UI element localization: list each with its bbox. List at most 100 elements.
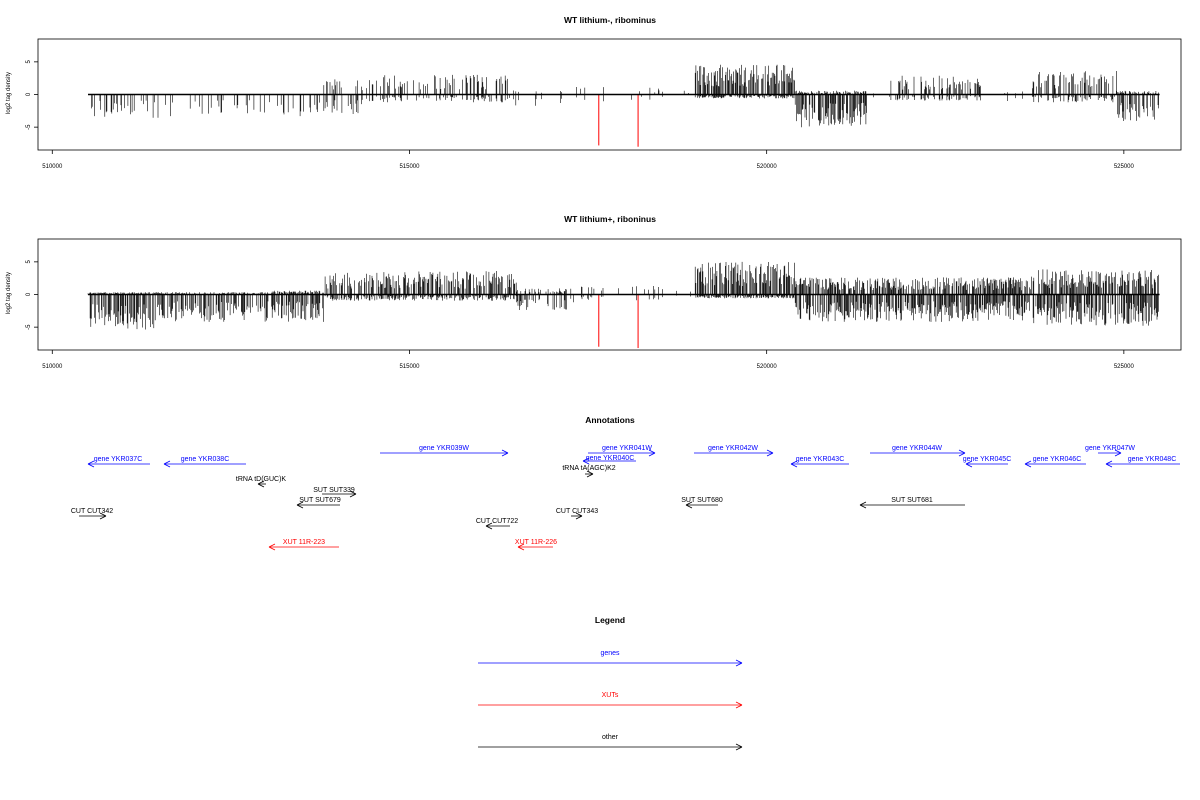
arrow-head [485,525,493,530]
y-axis-label-1: log2 tag density [6,72,12,114]
arrow-head [1114,449,1122,454]
feature-label: gene YKR043C [796,456,845,463]
track-title-2: WT lithium+, riboninus [564,214,656,224]
annotation-feature: gene YKR039W [380,445,509,457]
arrow-head [87,463,95,468]
y-tick-label: 5 [26,260,32,264]
track-panel-1: WT lithium-, ribominus log2 tag density … [6,15,1182,170]
x-tick-label: 520000 [757,364,778,370]
feature-label: gene YKR048C [1128,456,1177,463]
annotations-title: Annotations [585,415,635,425]
arrow-head [582,460,590,465]
annotation-feature: SUT SUT679 [296,497,341,509]
arrow-head [268,543,276,548]
arrow-head [296,501,304,506]
legend-section: Legend genes XUTs other [478,615,743,751]
annotation-feature: gene YKR037C [87,456,150,468]
feature-label: SUT SUT680 [681,497,723,504]
legend-label: other [602,734,619,741]
annotation-feature: gene YKR040C [582,455,636,465]
arrow-head [735,704,743,709]
arrow-head [735,746,743,751]
feature-label: CUT CUT342 [71,508,113,515]
annotation-feature: SUT SUT680 [681,497,723,509]
annotation-feature: gene YKR048C [1105,456,1180,468]
feature-label: gene YKR039W [419,445,469,452]
feature-label: gene YKR046C [1033,456,1082,463]
feature-label: tRNA tD(GUC)K [236,476,287,483]
feature-label: gene YKR044W [892,445,942,452]
legend-entry: other [478,734,743,751]
arrow-head [1114,452,1122,457]
arrow-head [268,546,276,551]
annotation-feature: SUT SUT339 [313,487,357,498]
legend-label: XUTs [602,692,619,699]
annotation-feature: gene YKR044W [870,445,966,457]
arrow-head [501,449,509,454]
arrow-head [735,659,743,664]
arrow-head [790,460,798,465]
arrow-head [735,701,743,706]
axes-2: 510000 515000 520000 525000 -5 0 5 [26,260,1135,370]
annotation-feature: gene YKR038C [163,456,246,468]
legend-entry: genes [478,650,743,667]
arrow-head [99,512,107,517]
legend-entry: XUTs [478,692,743,709]
arrow-head [766,452,774,457]
feature-label: tRNA tA(AGC)K2 [562,465,615,472]
y-axis-label-2: log2 tag density [6,272,12,314]
arrow-head [1105,463,1113,468]
feature-label: XUT 11R-226 [515,539,557,546]
annotation-feature: CUT CUT722 [476,518,518,530]
arrow-head [517,546,525,551]
arrow-head [501,452,509,457]
arrow-head [349,490,357,495]
arrow-head [958,449,966,454]
annotation-feature: gene YKR041W [588,445,656,457]
arrow-head [582,457,590,462]
arrow-head [87,460,95,465]
arrow-head [586,470,594,475]
feature-label: gene YKR040C [586,455,635,462]
annotation-feature: CUT CUT343 [556,508,598,520]
feature-label: XUT 11R-223 [283,539,325,546]
feature-label: CUT CUT722 [476,518,518,525]
arrow-head [586,473,594,478]
annotation-feature: tRNA tA(AGC)K2 [562,465,616,478]
feature-label: CUT CUT343 [556,508,598,515]
annotation-feature: XUT 11R-223 [268,539,339,551]
track-title-1: WT lithium-, ribominus [564,15,656,25]
arrow-head [517,543,525,548]
arrow-head [790,463,798,468]
x-tick-label: 525000 [1114,164,1135,170]
legend-label: genes [600,650,620,657]
y-tick-label: 5 [26,60,32,64]
arrow-head [163,460,171,465]
annotation-features: gene YKR037C gene YKR038C gene YKR039W gene… [71,445,1180,551]
arrow-head [965,460,973,465]
arrow-head [648,452,656,457]
feature-label: SUT SUT679 [299,497,341,504]
arrow-head [685,504,693,509]
arrow-head [575,515,583,520]
arrow-head [257,480,265,485]
x-tick-label: 515000 [399,364,420,370]
arrow-head [1024,463,1032,468]
annotations-section: Annotations gene YKR037C gene YKR038Cgene… [71,415,1180,551]
annotation-feature: gene YKR047W [1085,445,1135,457]
annotation-feature: CUT CUT342 [71,508,113,520]
arrow-head [1105,460,1113,465]
arrow-head [1024,460,1032,465]
annotation-feature: SUT SUT681 [859,497,965,509]
arrow-head [766,449,774,454]
feature-label: SUT SUT339 [313,487,355,494]
annotation-feature: tRNA tD(GUC)K [236,476,287,488]
legend-title: Legend [595,615,625,625]
bars-1 [88,64,1160,147]
arrow-head [685,501,693,506]
feature-label: gene YKR037C [94,456,143,463]
track-panel-2: WT lithium+, riboninus log2 tag density … [6,214,1182,370]
arrow-head [859,501,867,506]
feature-label: gene YKR045C [963,456,1012,463]
